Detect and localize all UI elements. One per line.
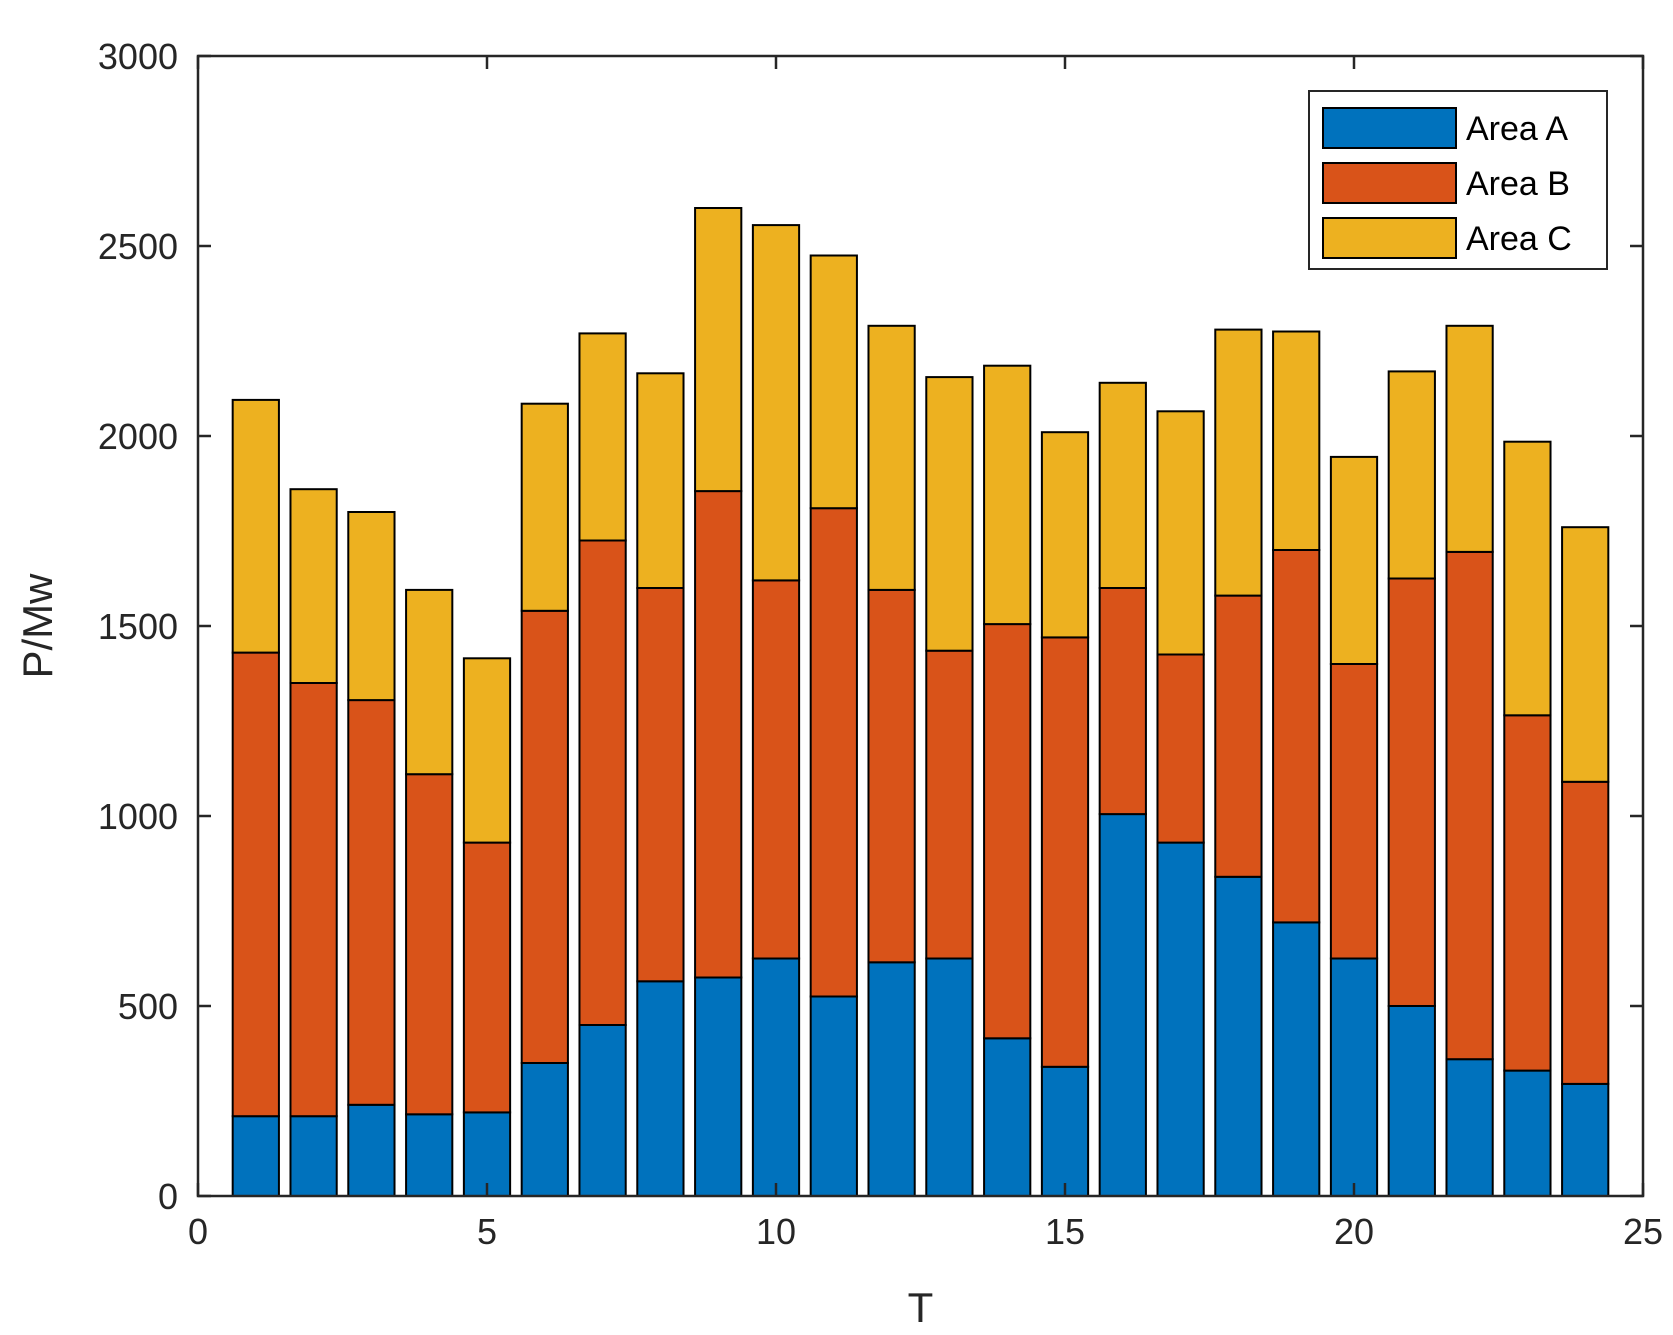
bar-area-b-t3	[347, 699, 396, 1106]
bar-area-a-t19	[1272, 921, 1321, 1198]
bar-area-c-t23	[1503, 440, 1552, 717]
bar-area-a-t9	[694, 976, 743, 1197]
bar-area-c-t5	[462, 657, 512, 844]
y-tick-label: 2000	[98, 416, 178, 457]
legend: Area A Area B Area C	[1308, 90, 1608, 270]
bar-area-a-t12	[867, 961, 916, 1197]
bar-area-c-t20	[1329, 455, 1379, 665]
x-tick-label: 5	[477, 1211, 497, 1252]
bar-area-a-t4	[405, 1113, 454, 1198]
bar-area-c-t24	[1561, 526, 1610, 783]
bar-area-c-t13	[925, 376, 974, 652]
bar-area-b-t12	[867, 588, 916, 964]
x-tick-label: 20	[1334, 1211, 1374, 1252]
bar-area-c-t22	[1445, 324, 1494, 553]
bar-area-c-t10	[751, 224, 801, 582]
bar-area-b-t19	[1272, 549, 1321, 924]
bar-area-b-t23	[1503, 714, 1552, 1072]
bar-area-a-t8	[636, 980, 685, 1197]
y-tick-label: 3000	[98, 36, 178, 77]
bar-area-c-t7	[578, 332, 627, 542]
bar-area-b-t4	[405, 773, 454, 1116]
bar-area-a-t16	[1098, 813, 1147, 1197]
bar-area-a-t20	[1329, 957, 1379, 1197]
bar-area-b-t7	[578, 539, 627, 1026]
bar-area-c-t9	[694, 207, 743, 493]
bar-area-a-t23	[1503, 1069, 1552, 1197]
bar-area-a-t18	[1214, 875, 1263, 1197]
bar-area-b-t18	[1214, 594, 1263, 878]
x-tick-label: 0	[188, 1211, 208, 1252]
bar-area-b-t11	[809, 507, 858, 998]
legend-label: Area C	[1466, 220, 1572, 258]
bar-area-b-t14	[983, 623, 1032, 1040]
bar-area-c-t4	[405, 588, 454, 776]
bar-area-b-t15	[1040, 636, 1090, 1068]
y-tick-label: 1500	[98, 606, 178, 647]
bar-area-c-t6	[520, 402, 569, 612]
legend-swatch	[1322, 217, 1457, 259]
bar-area-b-t6	[520, 609, 569, 1064]
bar-area-a-t6	[520, 1062, 569, 1197]
bar-area-c-t3	[347, 511, 396, 702]
x-axis-label: T	[908, 1284, 934, 1331]
bar-area-c-t19	[1272, 330, 1321, 551]
y-tick-label: 1000	[98, 796, 178, 837]
bar-area-b-t9	[694, 490, 743, 979]
y-axis-label: P/Mw	[14, 573, 61, 679]
bar-area-b-t20	[1329, 663, 1379, 960]
bar-area-c-t14	[983, 364, 1032, 626]
bar-area-c-t17	[1156, 410, 1205, 656]
bar-area-b-t10	[751, 579, 801, 960]
bar-area-c-t21	[1387, 370, 1436, 580]
y-tick-label: 0	[158, 1176, 178, 1217]
bar-area-b-t2	[289, 682, 338, 1118]
bar-area-a-t11	[809, 995, 858, 1197]
bar-area-b-t16	[1098, 587, 1147, 816]
bar-area-a-t5	[462, 1111, 512, 1198]
bar-area-b-t8	[636, 587, 685, 983]
bar-area-b-t17	[1156, 653, 1205, 844]
axis-tick-labels: 0 5 10 15 20 25 0 500 1000 1500 2000 2500 3000	[98, 36, 1663, 1252]
x-tick-label: 25	[1623, 1211, 1663, 1252]
bar-area-c-t2	[289, 488, 338, 685]
bar-area-a-t7	[578, 1024, 627, 1197]
bar-area-c-t15	[1040, 431, 1090, 639]
legend-label: Area A	[1466, 110, 1568, 148]
x-tick-label: 15	[1045, 1211, 1085, 1252]
axis-ticks	[196, 54, 1645, 1198]
bar-area-a-t17	[1156, 841, 1205, 1197]
bar-area-a-t3	[347, 1103, 396, 1198]
legend-swatch	[1322, 162, 1457, 204]
bar-area-b-t13	[925, 649, 974, 960]
bar-area-c-t18	[1214, 328, 1263, 597]
bar-area-c-t11	[809, 254, 858, 510]
bar-area-b-t22	[1445, 550, 1494, 1061]
legend-label: Area B	[1466, 165, 1570, 203]
bar-area-a-t10	[751, 957, 801, 1197]
y-tick-label: 2500	[98, 226, 178, 267]
bar-area-a-t2	[289, 1115, 338, 1197]
bar-area-b-t24	[1561, 780, 1610, 1085]
bar-area-a-t24	[1561, 1082, 1610, 1198]
bar-area-a-t1	[231, 1115, 280, 1197]
bar-area-a-t22	[1445, 1058, 1494, 1197]
bar-area-a-t21	[1387, 1005, 1436, 1197]
bar-area-c-t12	[867, 324, 916, 591]
x-tick-label: 10	[756, 1211, 796, 1252]
y-tick-label: 500	[118, 986, 178, 1027]
bar-area-a-t14	[983, 1037, 1032, 1198]
bar-area-c-t1	[231, 398, 280, 654]
bar-area-b-t1	[231, 651, 280, 1118]
legend-swatch	[1322, 107, 1457, 149]
bar-area-b-t5	[462, 841, 512, 1114]
bar-area-c-t16	[1098, 381, 1147, 589]
bar-area-a-t13	[925, 957, 974, 1197]
bar-area-c-t8	[636, 372, 685, 589]
bar-layer	[231, 207, 1610, 1198]
bar-area-a-t15	[1040, 1065, 1090, 1198]
bar-area-b-t21	[1387, 577, 1436, 1007]
